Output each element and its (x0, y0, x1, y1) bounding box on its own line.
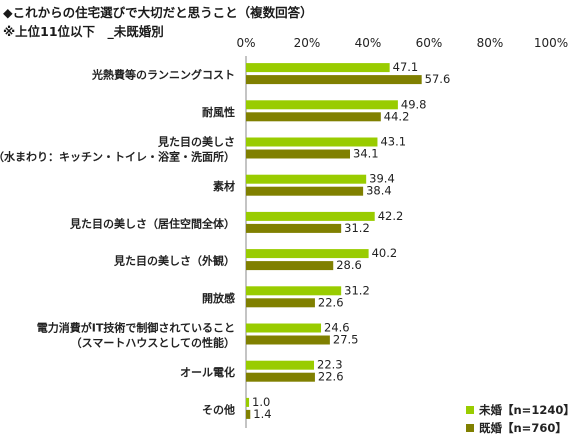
bar (246, 286, 342, 296)
category-label: （スマートハウスとしての性能） (71, 336, 235, 350)
bar (246, 335, 330, 345)
data-label: 38.4 (366, 184, 392, 198)
category-label: 耐風性 (202, 105, 235, 119)
bar (246, 409, 251, 419)
legend-swatch (466, 424, 474, 432)
bar (246, 174, 367, 184)
category-label: その他 (202, 402, 235, 416)
x-tick-label: 80% (477, 36, 504, 50)
data-label: 43.1 (380, 135, 406, 149)
legend-label: 未婚【n=1240】 (478, 403, 575, 417)
data-label: 39.4 (369, 172, 395, 186)
data-label: 27.5 (333, 333, 359, 347)
data-label: 1.0 (252, 395, 270, 409)
data-label: 34.1 (353, 147, 379, 161)
chart-subtitle: ※上位11位以下 _未既婚別 (3, 24, 164, 39)
category-label: 素材 (213, 179, 235, 193)
bar (246, 149, 351, 159)
chart-title: ◆これからの住宅選びで大切だと思うこと（複数回答） (3, 5, 313, 20)
category-label: オール電化 (180, 365, 235, 379)
category-label: 開放感 (202, 291, 235, 305)
bar (246, 323, 322, 333)
legend-swatch (466, 406, 474, 414)
bar (246, 75, 422, 85)
bar (246, 360, 315, 370)
category-label: 光熱費等のランニングコスト (91, 68, 235, 82)
data-label: 1.4 (253, 407, 271, 421)
bar (246, 137, 378, 147)
data-label: 42.2 (378, 209, 404, 223)
data-label: 47.1 (393, 60, 419, 74)
bar (246, 223, 342, 233)
data-label: 31.2 (344, 283, 370, 297)
data-label: 22.3 (317, 358, 343, 372)
data-label: 57.6 (425, 72, 451, 86)
x-tick-label: 20% (294, 36, 321, 50)
category-label: 見た目の美しさ（居住空間全体） (69, 216, 235, 230)
x-tick-label: 60% (416, 36, 443, 50)
bar (246, 372, 315, 382)
bar (246, 397, 250, 407)
data-label: 24.6 (324, 321, 350, 335)
legend-label: 既婚【n=760】 (479, 421, 567, 435)
category-label: （水まわり：キッチン・トイレ・浴室・洗面所） (0, 150, 235, 164)
x-tick-label: 0% (236, 36, 255, 50)
category-label: 電力消費がIT技術で制御されていること (37, 321, 235, 335)
bar (246, 298, 315, 308)
data-label: 28.6 (336, 258, 362, 272)
data-label: 40.2 (372, 246, 398, 260)
bar (246, 261, 334, 271)
bar (246, 211, 375, 221)
category-label: 見た目の美しさ (157, 135, 235, 149)
data-label: 44.2 (384, 109, 410, 123)
data-label: 22.6 (318, 370, 344, 384)
data-label: 49.8 (401, 97, 427, 111)
data-label: 22.6 (318, 295, 344, 309)
category-label: 見た目の美しさ（外観） (113, 254, 235, 268)
bar (246, 112, 381, 122)
bar (246, 63, 390, 73)
bar (246, 186, 364, 196)
bar (246, 249, 369, 259)
bar (246, 100, 398, 110)
x-tick-label: 40% (355, 36, 382, 50)
data-label: 31.2 (344, 221, 370, 235)
x-tick-label: 100% (534, 36, 568, 50)
